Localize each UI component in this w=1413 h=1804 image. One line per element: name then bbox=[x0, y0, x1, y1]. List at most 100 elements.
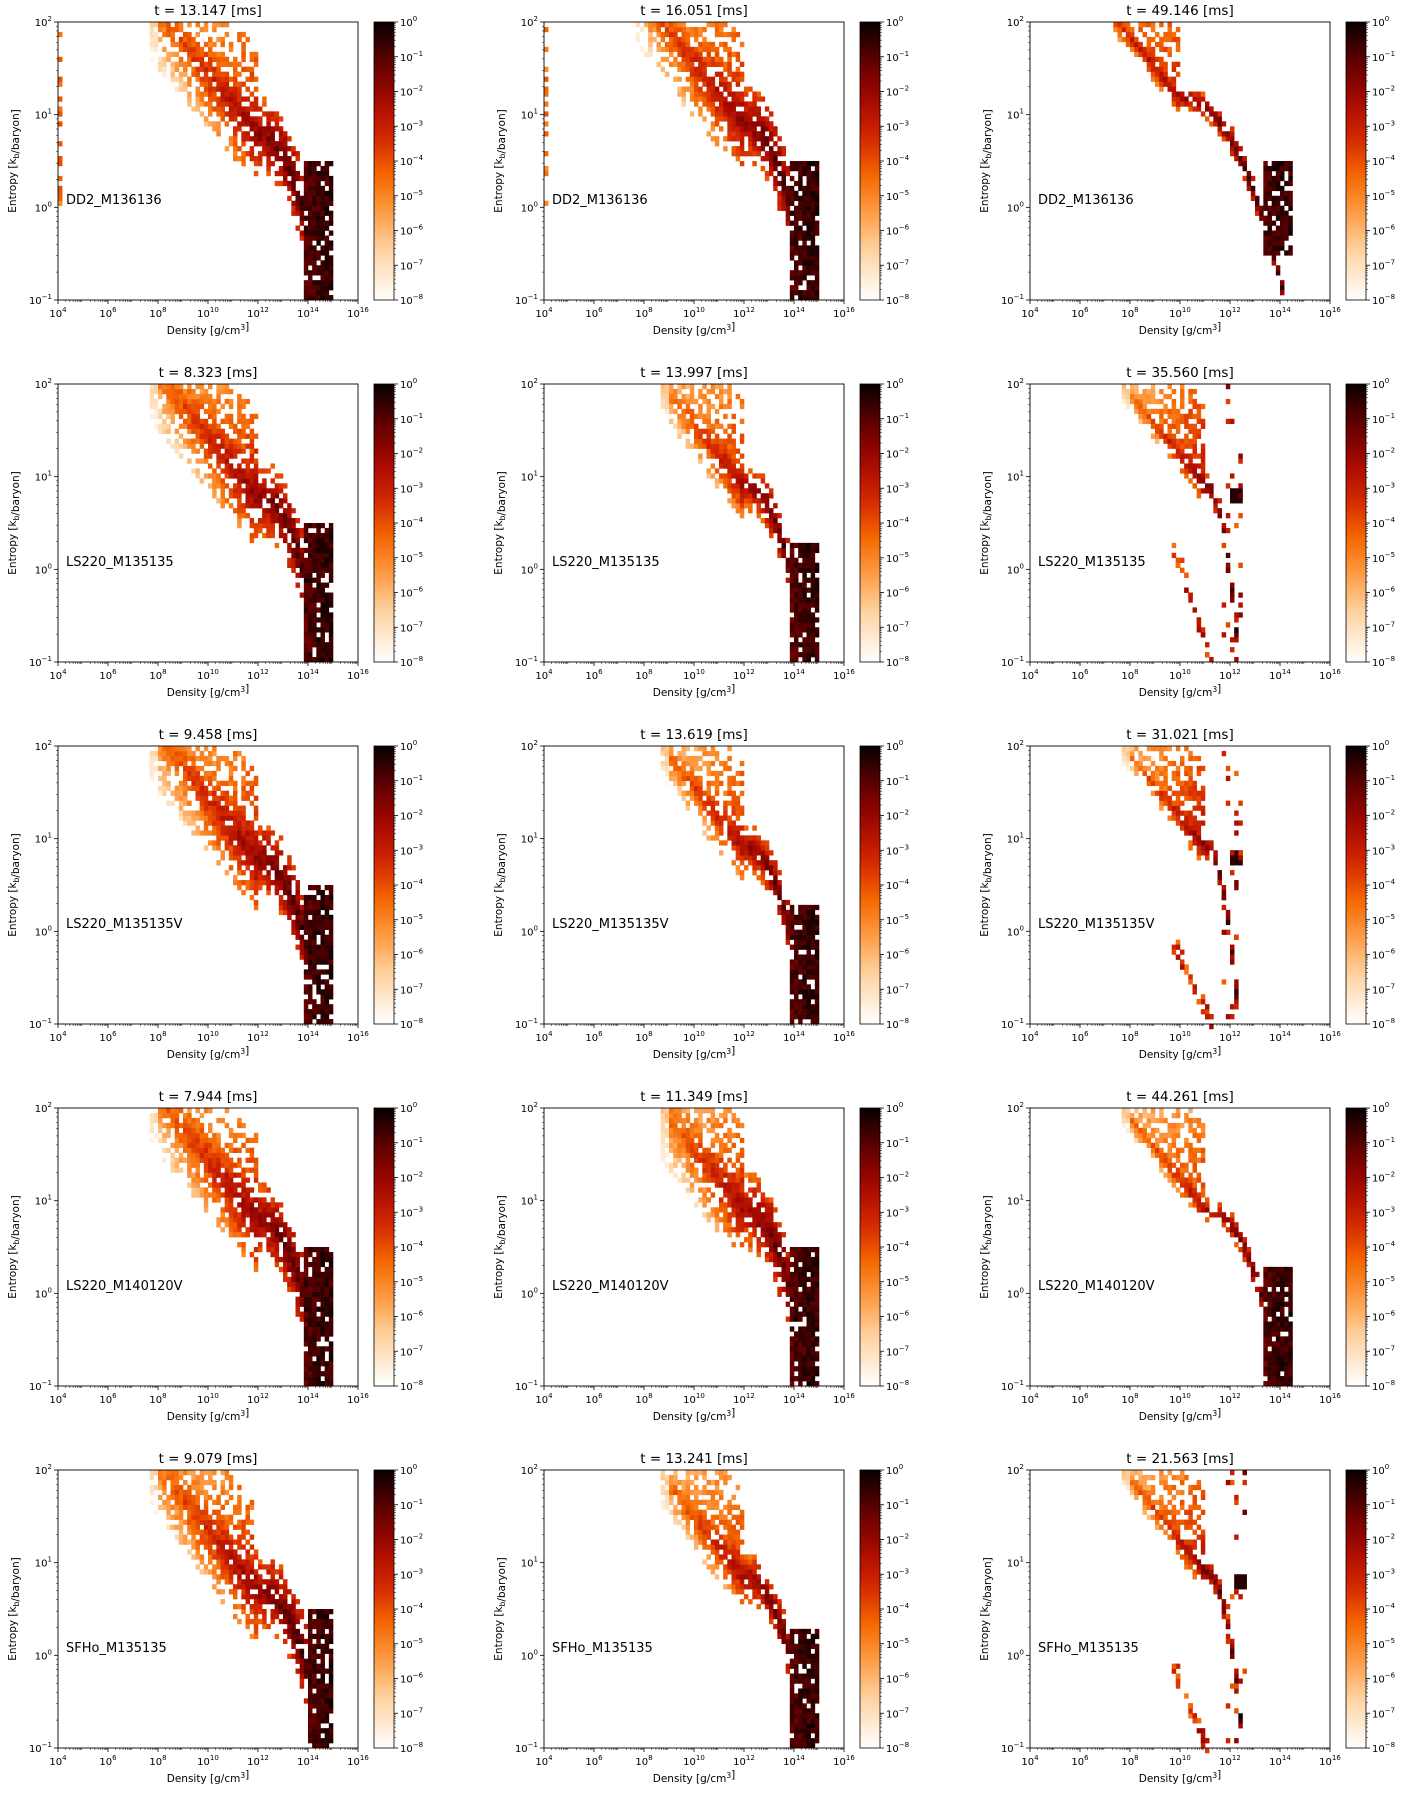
heatmap-cell bbox=[798, 226, 802, 231]
heatmap-cell bbox=[200, 776, 204, 781]
heatmap-cell bbox=[291, 518, 295, 523]
heatmap-cell bbox=[1126, 42, 1130, 47]
heatmap-cell bbox=[811, 593, 815, 598]
heatmap-cell bbox=[686, 27, 690, 32]
heatmap-cell bbox=[175, 27, 179, 32]
heatmap-cell bbox=[782, 201, 786, 206]
heatmap-cell bbox=[266, 116, 270, 121]
heatmap-cell bbox=[757, 508, 761, 513]
heatmap-cell bbox=[237, 87, 241, 92]
heatmap-cell bbox=[732, 116, 736, 121]
heatmap-cell bbox=[682, 87, 686, 92]
heatmap-cell bbox=[316, 945, 320, 950]
heatmap-cell bbox=[183, 751, 187, 756]
heatmap-cell bbox=[702, 414, 706, 419]
heatmap-cell bbox=[179, 47, 183, 52]
heatmap-cell bbox=[665, 72, 669, 77]
heatmap-cell bbox=[250, 101, 254, 106]
heatmap-cell bbox=[1155, 424, 1159, 429]
heatmap-cell bbox=[794, 231, 798, 236]
heatmap-cell bbox=[312, 578, 316, 583]
heatmap-cell bbox=[727, 32, 731, 37]
heatmap-cell bbox=[1188, 468, 1192, 473]
heatmap-cell bbox=[1147, 67, 1151, 72]
heatmap-cell bbox=[1130, 384, 1134, 389]
heatmap-cell bbox=[246, 820, 250, 825]
heatmap-cell bbox=[807, 226, 811, 231]
heatmap-cell bbox=[58, 141, 62, 146]
heatmap-cell bbox=[296, 915, 300, 920]
heatmap-cell bbox=[229, 771, 233, 776]
heatmap-cell bbox=[1226, 528, 1230, 533]
heatmap-cell bbox=[175, 394, 179, 399]
heatmap-cell bbox=[807, 181, 811, 186]
chart-title: t = 8.323 [ms] bbox=[159, 365, 258, 381]
heatmap-cell bbox=[794, 221, 798, 226]
heatmap-cell bbox=[732, 483, 736, 488]
heatmap-cell bbox=[171, 414, 175, 419]
heatmap-cell bbox=[1151, 399, 1155, 404]
heatmap-cell bbox=[304, 1004, 308, 1009]
heatmap-cell bbox=[308, 647, 312, 652]
heatmap-cell bbox=[241, 781, 245, 786]
heatmap-cell bbox=[727, 47, 731, 52]
heatmap-cell bbox=[250, 121, 254, 126]
heatmap-cell bbox=[304, 1019, 308, 1024]
heatmap-cell bbox=[216, 101, 220, 106]
heatmap-cell bbox=[769, 533, 773, 538]
heatmap-cell bbox=[266, 875, 270, 880]
heatmap-cell bbox=[544, 131, 548, 136]
heatmap-cell bbox=[765, 151, 769, 156]
heatmap-cell bbox=[1218, 131, 1222, 136]
heatmap-cell bbox=[187, 96, 191, 101]
heatmap-cell bbox=[761, 141, 765, 146]
heatmap-cell bbox=[1180, 394, 1184, 399]
heatmap-cell bbox=[204, 806, 208, 811]
heatmap-cell bbox=[171, 384, 175, 389]
heatmap-cell bbox=[811, 563, 815, 568]
heatmap-cell bbox=[266, 825, 270, 830]
heatmap-cell bbox=[237, 870, 241, 875]
heatmap-cell bbox=[321, 1019, 325, 1024]
heatmap-cell bbox=[237, 409, 241, 414]
heatmap-cell bbox=[216, 820, 220, 825]
heatmap-cell bbox=[321, 1014, 325, 1019]
heatmap-cell bbox=[329, 974, 333, 979]
heatmap-cell bbox=[1280, 196, 1284, 201]
heatmap-cell bbox=[321, 607, 325, 612]
heatmap-cell bbox=[707, 96, 711, 101]
heatmap-cell bbox=[744, 503, 748, 508]
heatmap-cell bbox=[802, 637, 806, 642]
heatmap-cell bbox=[798, 166, 802, 171]
heatmap-cell bbox=[702, 429, 706, 434]
heatmap-cell bbox=[732, 151, 736, 156]
heatmap-cell bbox=[291, 146, 295, 151]
heatmap-cell bbox=[266, 830, 270, 835]
heatmap-cell bbox=[179, 57, 183, 62]
heatmap-cell bbox=[208, 449, 212, 454]
x-tick-label: 108 bbox=[635, 306, 652, 320]
heatmap-cell bbox=[1134, 404, 1138, 409]
heatmap-cell bbox=[707, 439, 711, 444]
heatmap-cell bbox=[329, 245, 333, 250]
heatmap-cell bbox=[304, 974, 308, 979]
heatmap-cell bbox=[304, 617, 308, 622]
heatmap-cell bbox=[183, 409, 187, 414]
heatmap-cell bbox=[329, 176, 333, 181]
heatmap-cell bbox=[296, 583, 300, 588]
heatmap-cell bbox=[266, 136, 270, 141]
heatmap-cell bbox=[761, 131, 765, 136]
heatmap-cell bbox=[1259, 216, 1263, 221]
heatmap-cell bbox=[312, 940, 316, 945]
heatmap-cell bbox=[1193, 449, 1197, 454]
heatmap-cell bbox=[321, 568, 325, 573]
heatmap-cell bbox=[229, 47, 233, 52]
heatmap-cell bbox=[1263, 176, 1267, 181]
heatmap-cell bbox=[1138, 22, 1142, 27]
heatmap-cell bbox=[321, 563, 325, 568]
heatmap-cell bbox=[200, 801, 204, 806]
heatmap-cell bbox=[690, 57, 694, 62]
heatmap-cell bbox=[798, 548, 802, 553]
